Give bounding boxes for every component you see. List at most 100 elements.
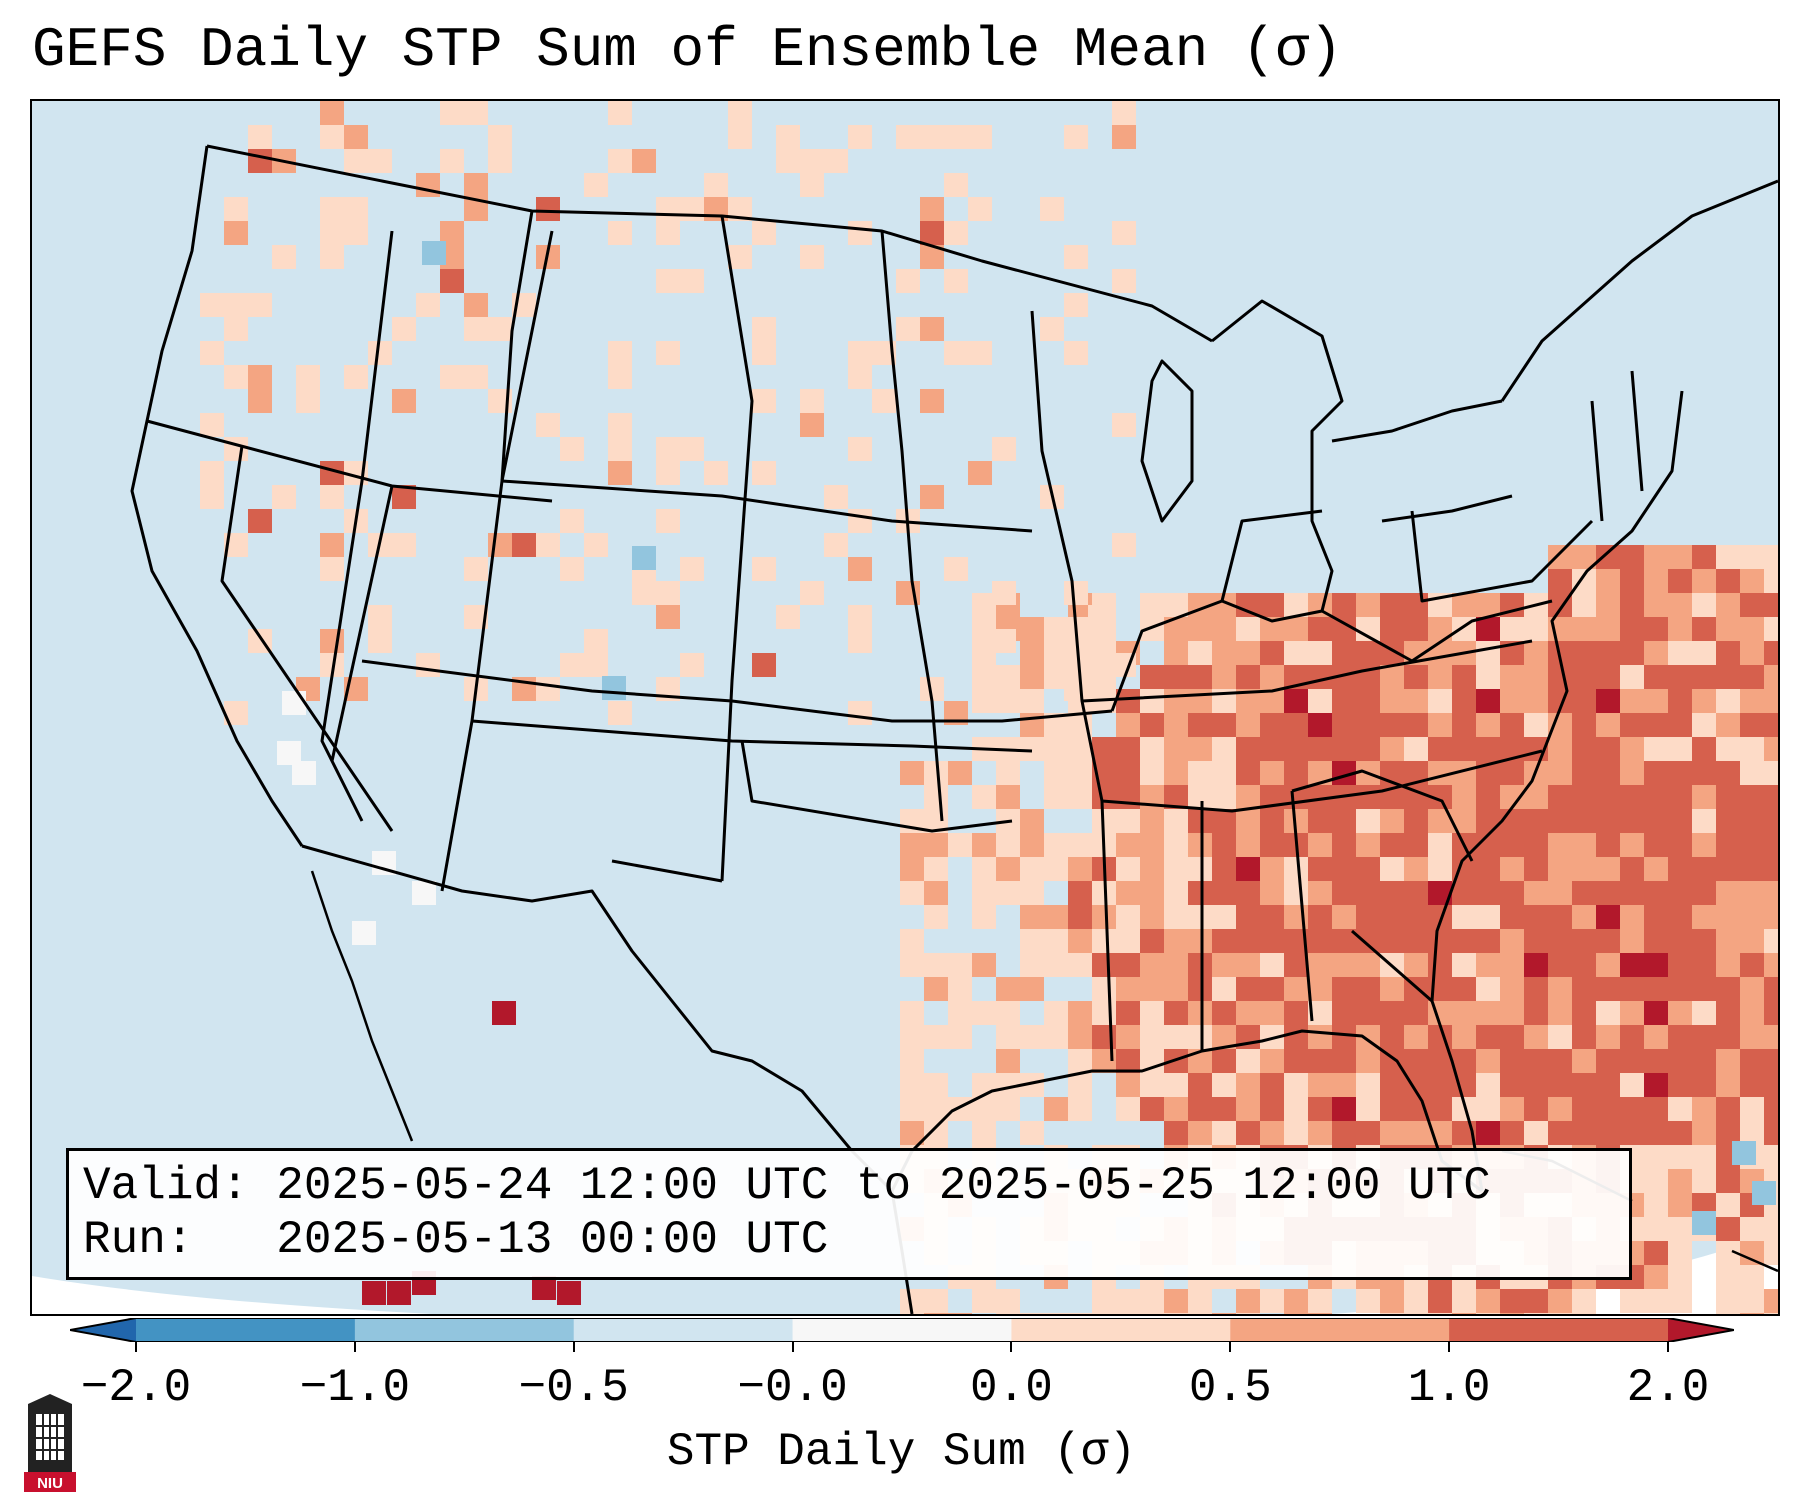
anomaly-cell	[320, 557, 344, 581]
anomaly-cell	[1068, 1025, 1092, 1049]
anomaly-cell	[996, 761, 1020, 785]
anomaly-cell	[1020, 953, 1044, 977]
anomaly-cell	[1668, 1025, 1692, 1049]
anomaly-cell	[1644, 641, 1668, 665]
anomaly-cell	[1140, 1025, 1164, 1049]
anomaly-cell	[1092, 953, 1116, 977]
anomaly-cell	[800, 389, 824, 413]
anomaly-cell	[1692, 617, 1716, 641]
anomaly-cell	[1284, 689, 1308, 713]
anomaly-cell	[1188, 689, 1212, 713]
anomaly-cell	[752, 389, 776, 413]
anomaly-cell	[492, 1001, 516, 1025]
anomaly-cell	[1308, 809, 1332, 833]
anomaly-cell	[1668, 1289, 1692, 1313]
anomaly-cell	[1644, 953, 1668, 977]
anomaly-cell	[972, 1289, 996, 1313]
anomaly-cell	[1644, 689, 1668, 713]
anomaly-cell	[1116, 1289, 1140, 1313]
anomaly-cell	[1644, 1289, 1668, 1313]
anomaly-cell	[1380, 1073, 1404, 1097]
anomaly-cell	[1044, 905, 1068, 929]
anomaly-cell	[1068, 737, 1092, 761]
anomaly-cell	[1476, 1049, 1500, 1073]
anomaly-cell	[1212, 1001, 1236, 1025]
anomaly-cell	[1692, 1169, 1716, 1193]
anomaly-cell	[1500, 929, 1524, 953]
anomaly-cell	[368, 341, 392, 365]
anomaly-cell	[464, 317, 488, 341]
anomaly-cell	[1740, 1025, 1764, 1049]
anomaly-cell	[1764, 545, 1778, 569]
anomaly-cell	[1356, 809, 1380, 833]
anomaly-cell	[1572, 785, 1596, 809]
anomaly-cell	[1764, 1025, 1778, 1049]
anomaly-cell	[1380, 1001, 1404, 1025]
anomaly-cell	[1164, 1001, 1188, 1025]
anomaly-cell	[1524, 857, 1548, 881]
anomaly-cell	[996, 1001, 1020, 1025]
anomaly-cell	[1572, 593, 1596, 617]
anomaly-cell	[1596, 881, 1620, 905]
anomaly-cell	[1692, 569, 1716, 593]
anomaly-cell	[1332, 833, 1356, 857]
anomaly-cell	[1284, 737, 1308, 761]
anomaly-cell	[1236, 1001, 1260, 1025]
anomaly-cell	[1188, 1073, 1212, 1097]
anomaly-cell	[1140, 881, 1164, 905]
anomaly-cell	[800, 413, 824, 437]
anomaly-cell	[656, 269, 680, 293]
anomaly-cell	[1332, 713, 1356, 737]
anomaly-cell	[752, 317, 776, 341]
validity-info-box: Valid: 2025-05-24 12:00 UTC to 2025-05-2…	[66, 1148, 1632, 1280]
anomaly-cell	[900, 1049, 924, 1073]
anomaly-cell	[1692, 1211, 1716, 1235]
anomaly-cell	[1476, 689, 1500, 713]
anomaly-cell	[248, 389, 272, 413]
anomaly-cell	[1740, 689, 1764, 713]
anomaly-cell	[900, 1097, 924, 1121]
anomaly-cell	[1236, 953, 1260, 977]
anomaly-cell	[968, 461, 992, 485]
anomaly-cell	[488, 125, 512, 149]
anomaly-cell	[1236, 1289, 1260, 1313]
anomaly-cell	[1644, 1001, 1668, 1025]
anomaly-cell	[1140, 953, 1164, 977]
anomaly-cell	[1308, 953, 1332, 977]
anomaly-cell	[656, 197, 680, 221]
anomaly-cell	[608, 341, 632, 365]
anomaly-cell	[800, 581, 824, 605]
anomaly-cell	[1500, 1313, 1524, 1314]
anomaly-cell	[1620, 665, 1644, 689]
anomaly-cell	[1116, 1313, 1140, 1314]
anomaly-cell	[368, 629, 392, 653]
anomaly-cell	[1332, 641, 1356, 665]
anomaly-cell	[972, 1073, 996, 1097]
anomaly-cell	[656, 437, 680, 461]
anomaly-cell	[1092, 737, 1116, 761]
anomaly-cell	[1740, 1001, 1764, 1025]
anomaly-cell	[1500, 1289, 1524, 1313]
anomaly-cell	[948, 1025, 972, 1049]
anomaly-cell	[1476, 593, 1500, 617]
colorbar-segment	[354, 1318, 575, 1342]
anomaly-cell	[920, 485, 944, 509]
anomaly-cell	[1404, 689, 1428, 713]
anomaly-cell	[200, 485, 224, 509]
anomaly-cell	[1500, 761, 1524, 785]
anomaly-cell	[1644, 593, 1668, 617]
anomaly-cell	[848, 509, 872, 533]
anomaly-cell	[1716, 953, 1740, 977]
anomaly-cell	[1644, 1049, 1668, 1073]
anomaly-cell	[1068, 761, 1092, 785]
anomaly-cell	[948, 1313, 972, 1314]
colorbar-tick-label: 0.0	[970, 1362, 1053, 1414]
anomaly-cell	[248, 293, 272, 317]
map-panel	[30, 99, 1780, 1316]
anomaly-cell	[1548, 545, 1572, 569]
anomaly-cell	[1112, 413, 1136, 437]
chart-title: GEFS Daily STP Sum of Ensemble Mean (σ)	[32, 18, 1343, 82]
anomaly-cell	[1236, 929, 1260, 953]
anomaly-cell	[1068, 833, 1092, 857]
anomaly-cell	[1548, 857, 1572, 881]
